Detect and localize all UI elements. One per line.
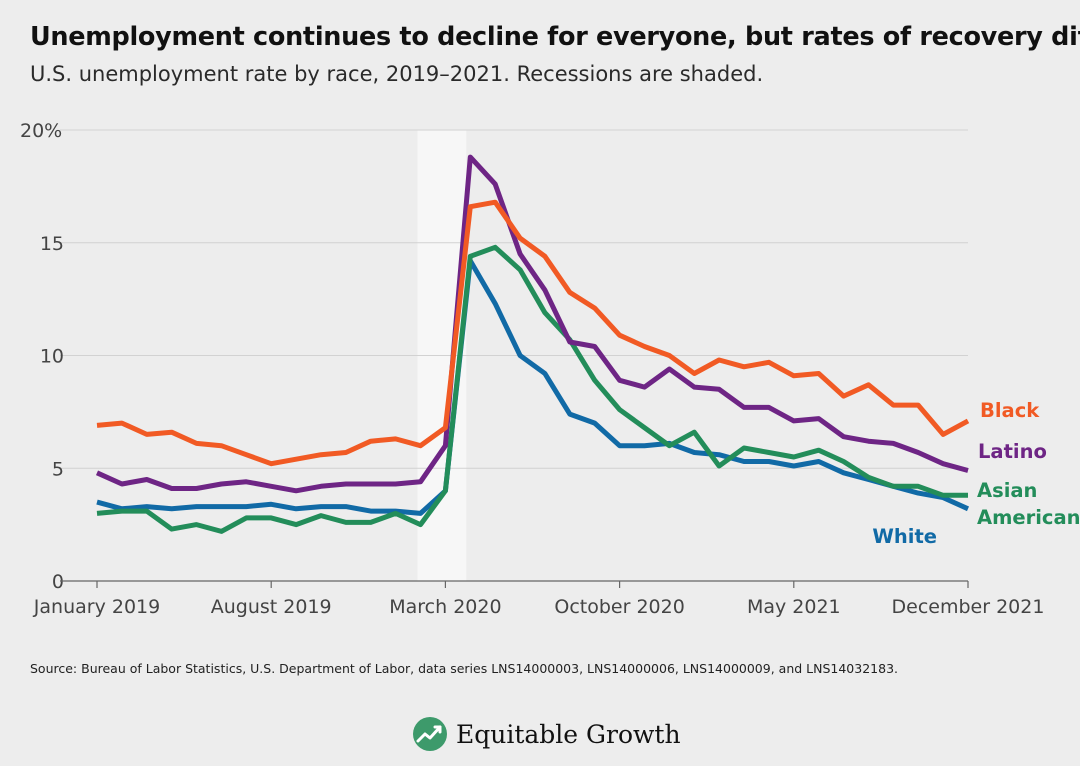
series-line-asian-american: [96, 244, 968, 534]
series-label-black: Black: [980, 399, 1040, 422]
series-label-white: White: [872, 525, 937, 548]
chart-title: Unemployment continues to decline for ev…: [30, 22, 1080, 52]
series-label-latino: Latino: [978, 440, 1047, 463]
x-tick-label: May 2021: [747, 596, 841, 618]
y-tick-label: 0: [52, 571, 64, 593]
x-tick-label: December 2021: [892, 596, 1045, 618]
x-tick-label: March 2020: [389, 596, 501, 618]
y-tick-label: 10: [40, 346, 64, 368]
x-tick-label: October 2020: [554, 596, 684, 618]
x-tick-label: January 2019: [33, 596, 160, 618]
y-tick-label: 20%: [20, 120, 62, 142]
series-line-black: [96, 199, 970, 467]
x-tick-label: August 2019: [211, 596, 332, 618]
line-chart: 0 5 10 15 20% January 2019 August 2019 March 20…: [20, 120, 1080, 618]
y-tick-label: 15: [40, 233, 64, 255]
source-note: Source: Bureau of Labor Statistics, U.S.…: [30, 661, 898, 676]
series-line-white: [96, 258, 970, 516]
equitable-growth-logo[interactable]: Equitable Growth: [412, 712, 681, 756]
logo-text: Equitable Growth: [456, 719, 681, 749]
series-label-asian-american: Asian American: [977, 479, 1080, 529]
series-line-latino: [95, 154, 969, 494]
equitable-growth-logo-icon: [413, 717, 447, 751]
chart-subtitle: U.S. unemployment rate by race, 2019–202…: [30, 62, 764, 86]
y-tick-label: 5: [52, 458, 64, 480]
